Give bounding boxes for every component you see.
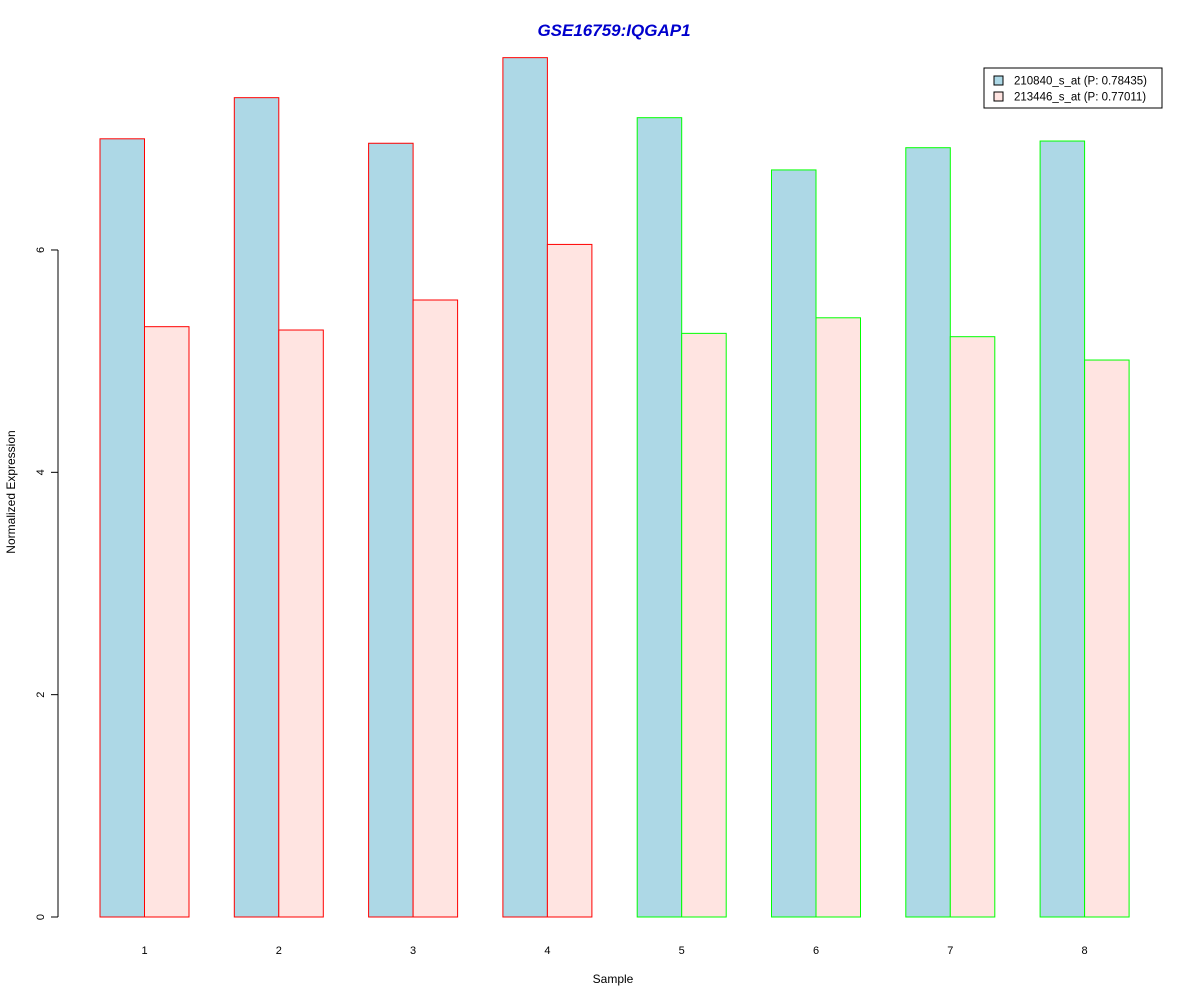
bar-sample-6-series-2 — [815, 317, 861, 918]
x-tick-labels: 1 2 3 4 5 6 7 8 — [141, 945, 1087, 957]
bar-sample-6-series-1 — [771, 169, 817, 918]
x-tick-label: 7 — [947, 945, 953, 957]
bar-sample-1-series-1 — [99, 138, 145, 918]
bars — [99, 57, 1130, 918]
bar-sample-7-series-1 — [905, 147, 951, 918]
bar-sample-8-series-2 — [1084, 359, 1130, 918]
bar-sample-5-series-2 — [681, 332, 727, 918]
y-tick-label: 2 — [35, 692, 47, 698]
bar-sample-5-series-1 — [636, 117, 683, 918]
legend-entry: 210840_s_at (P: 0.78435) — [1014, 76, 1147, 88]
x-tick-label: 2 — [276, 945, 282, 957]
y-tick-label: 4 — [35, 469, 47, 475]
x-tick-label: 3 — [410, 945, 416, 957]
x-tick-label: 1 — [141, 945, 147, 957]
bar-sample-2-series-2 — [278, 329, 324, 918]
x-tick-label: 4 — [544, 945, 550, 957]
x-tick-label: 8 — [1082, 945, 1088, 957]
legend-entry: 213446_s_at (P: 0.77011) — [1014, 92, 1146, 104]
chart-title: GSE16759:IQGAP1 — [537, 21, 690, 40]
y-tick-label: 6 — [35, 247, 47, 253]
bar-sample-4-series-2 — [546, 243, 593, 918]
x-tick-label: 6 — [813, 945, 819, 957]
legend-swatch — [993, 75, 1004, 86]
bar-sample-4-series-1 — [502, 57, 548, 918]
bar-sample-1-series-2 — [144, 326, 190, 918]
bar-sample-8-series-1 — [1039, 140, 1086, 918]
bar-sample-3-series-2 — [412, 299, 459, 918]
bar-sample-7-series-2 — [949, 336, 996, 918]
x-tick-label: 5 — [679, 945, 685, 957]
y-axis: 0 2 4 6 — [35, 247, 59, 920]
legend-box — [983, 67, 1163, 109]
legend-swatch — [993, 91, 1004, 102]
x-axis-label: Sample — [593, 972, 634, 986]
bar-sample-3-series-1 — [368, 142, 414, 918]
legend: 210840_s_at (P: 0.78435) 213446_s_at (P: … — [983, 67, 1163, 109]
y-tick-label: 0 — [35, 914, 47, 920]
y-axis-label: Normalized Expression — [4, 430, 18, 553]
bar-sample-2-series-1 — [233, 97, 280, 918]
